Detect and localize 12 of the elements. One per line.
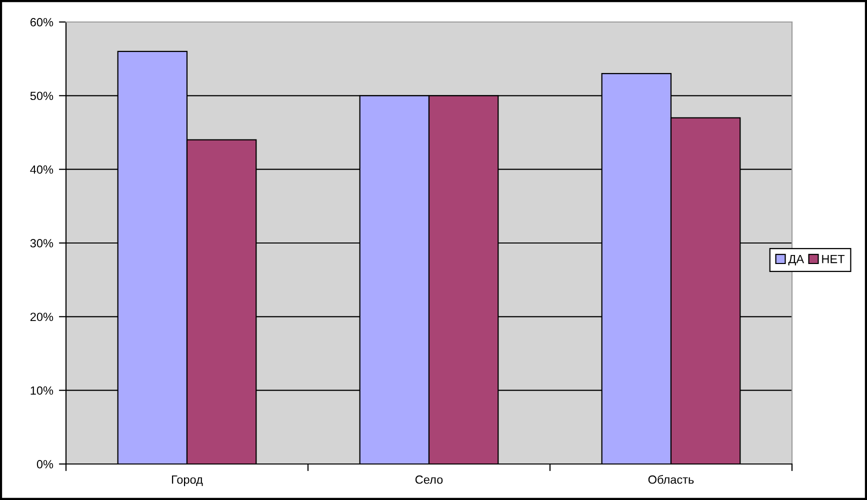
y-tick-label: 30% bbox=[30, 239, 54, 248]
x-tick-label: Село bbox=[415, 475, 443, 484]
y-tick-label: 10% bbox=[30, 386, 54, 395]
y-tick-label: 20% bbox=[30, 312, 54, 322]
y-tick-label: 0% bbox=[36, 460, 54, 468]
y-tick-label: 50% bbox=[30, 92, 54, 100]
legend-label: ДА bbox=[788, 254, 804, 266]
x-tick-label: Область bbox=[648, 475, 694, 484]
y-tick-label: 40% bbox=[30, 165, 54, 174]
legend-label: НЕТ bbox=[822, 254, 845, 264]
y-tick-label: 60% bbox=[30, 18, 54, 26]
x-tick-label: Город bbox=[172, 476, 203, 486]
